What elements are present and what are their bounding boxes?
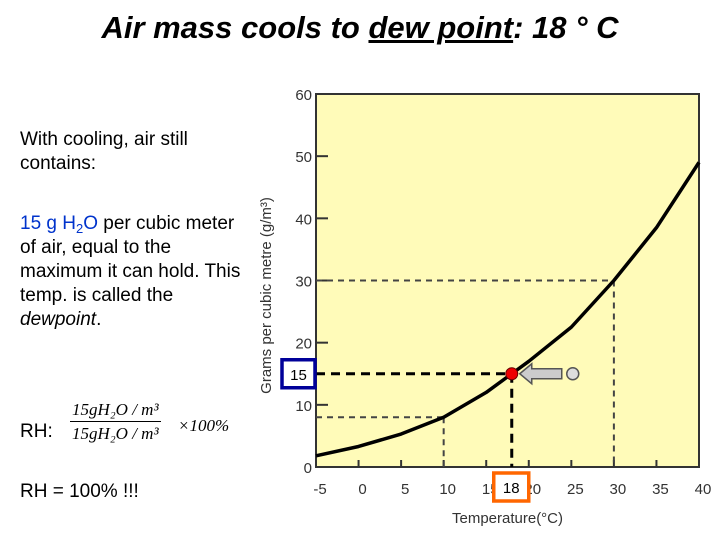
times-100: ×100% [178,416,230,435]
x-tick-label: 5 [401,481,409,498]
y-value-label: 15 [290,367,307,384]
rh-fraction: 15gH₂O / m³ 15gH₂O / m³ [70,400,161,444]
slide-title: Air mass cools to dew point: 18 ° C [0,10,720,46]
title-text: Air mass cools to [101,10,369,45]
x-axis-label: Temperature(°C) [452,510,563,527]
amount-rest: per cubic meter of air, equal to the max… [20,213,241,306]
y-tick-label: 0 [304,460,312,477]
x-tick-label: 30 [610,481,627,498]
x-tick-label: 10 [439,481,456,498]
amount-blue-o: O [83,213,98,234]
title-underlined: dew point [368,10,514,45]
y-tick-label: 40 [295,211,312,228]
x-tick-label: 40 [695,481,712,498]
y-axis-label: Grams per cubic metre (g/m³) [258,197,275,394]
x-value-box [492,471,531,503]
air-parcel-icon [566,367,580,381]
y-tick-label: 10 [295,398,312,415]
x-tick-label: 0 [358,481,366,498]
rh-result: RH = 100% !!! [20,481,139,502]
y-tick-label: 60 [295,87,312,104]
x-tick-label: 25 [567,481,584,498]
fraction-denominator: 15gH₂O / m³ [72,424,159,443]
y-tick-label: 30 [295,274,312,291]
title-text-end: : 18 ° C [513,10,619,45]
amount-sub: 2 [75,221,84,236]
intro-text: With cooling, air still contains: [20,129,188,174]
x-tick-label: 35 [652,481,669,498]
y-value-box [280,358,317,390]
y-tick-label: 50 [295,149,312,166]
dew-point-marker [505,367,519,381]
amount-text: 15 g H2O per cubic meter of air, equal t… [20,212,245,332]
arrow-left-icon [518,362,563,386]
amount-blue: 15 g H [20,213,76,234]
dewpoint-word: dewpoint [20,309,97,330]
x-tick-label: -5 [313,481,326,498]
rh-label: RH: [20,421,53,442]
fraction-numerator: 15gH₂O / m³ [70,400,161,422]
y-tick-label: 20 [295,336,312,353]
x-value-label: 18 [503,480,520,497]
period: . [96,309,102,330]
